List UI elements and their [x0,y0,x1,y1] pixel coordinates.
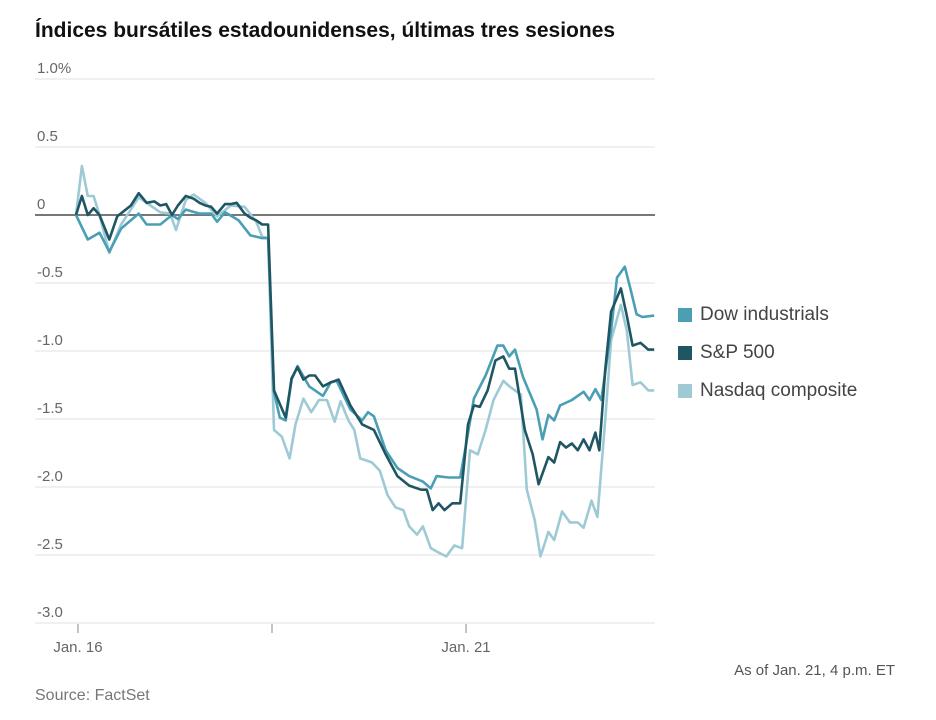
legend-swatch-dow [678,308,692,322]
y-tick-label: 0.5 [37,128,58,145]
legend-swatch-sp500 [678,346,692,360]
series-line-nasdaq-composite [74,164,655,558]
legend-item-dow: Dow industrials [678,296,857,334]
as-of-note: As of Jan. 21, 4 p.m. ET [734,662,895,679]
chart-title: Índices bursátiles estadounidenses, últi… [35,19,616,42]
legend-label-sp500: S&P 500 [700,342,775,363]
y-tick-label: -0.5 [37,264,63,281]
series-line-dow-industrials [74,208,655,490]
legend-item-sp500: S&P 500 [678,334,857,372]
legend-item-nasdaq: Nasdaq composite [678,372,857,410]
y-tick-label: -1.5 [37,400,63,417]
y-tick-label: -2.0 [37,468,63,485]
y-tick-label: 0 [37,196,45,213]
legend-label-dow: Dow industrials [700,304,829,325]
x-tick-label: Jan. 16 [53,639,102,656]
legend-swatch-nasdaq [678,384,692,398]
y-tick-label: 1.0% [37,60,71,77]
series-line-s-p-500 [74,191,655,512]
source-note: Source: FactSet [35,687,150,704]
x-tick-label: Jan. 21 [441,639,490,656]
y-tick-label: -1.0 [37,332,63,349]
y-tick-label: -2.5 [37,536,63,553]
legend: Dow industrials S&P 500 Nasdaq composite [678,296,857,410]
y-tick-label: -3.0 [37,604,63,621]
legend-label-nasdaq: Nasdaq composite [700,380,858,401]
